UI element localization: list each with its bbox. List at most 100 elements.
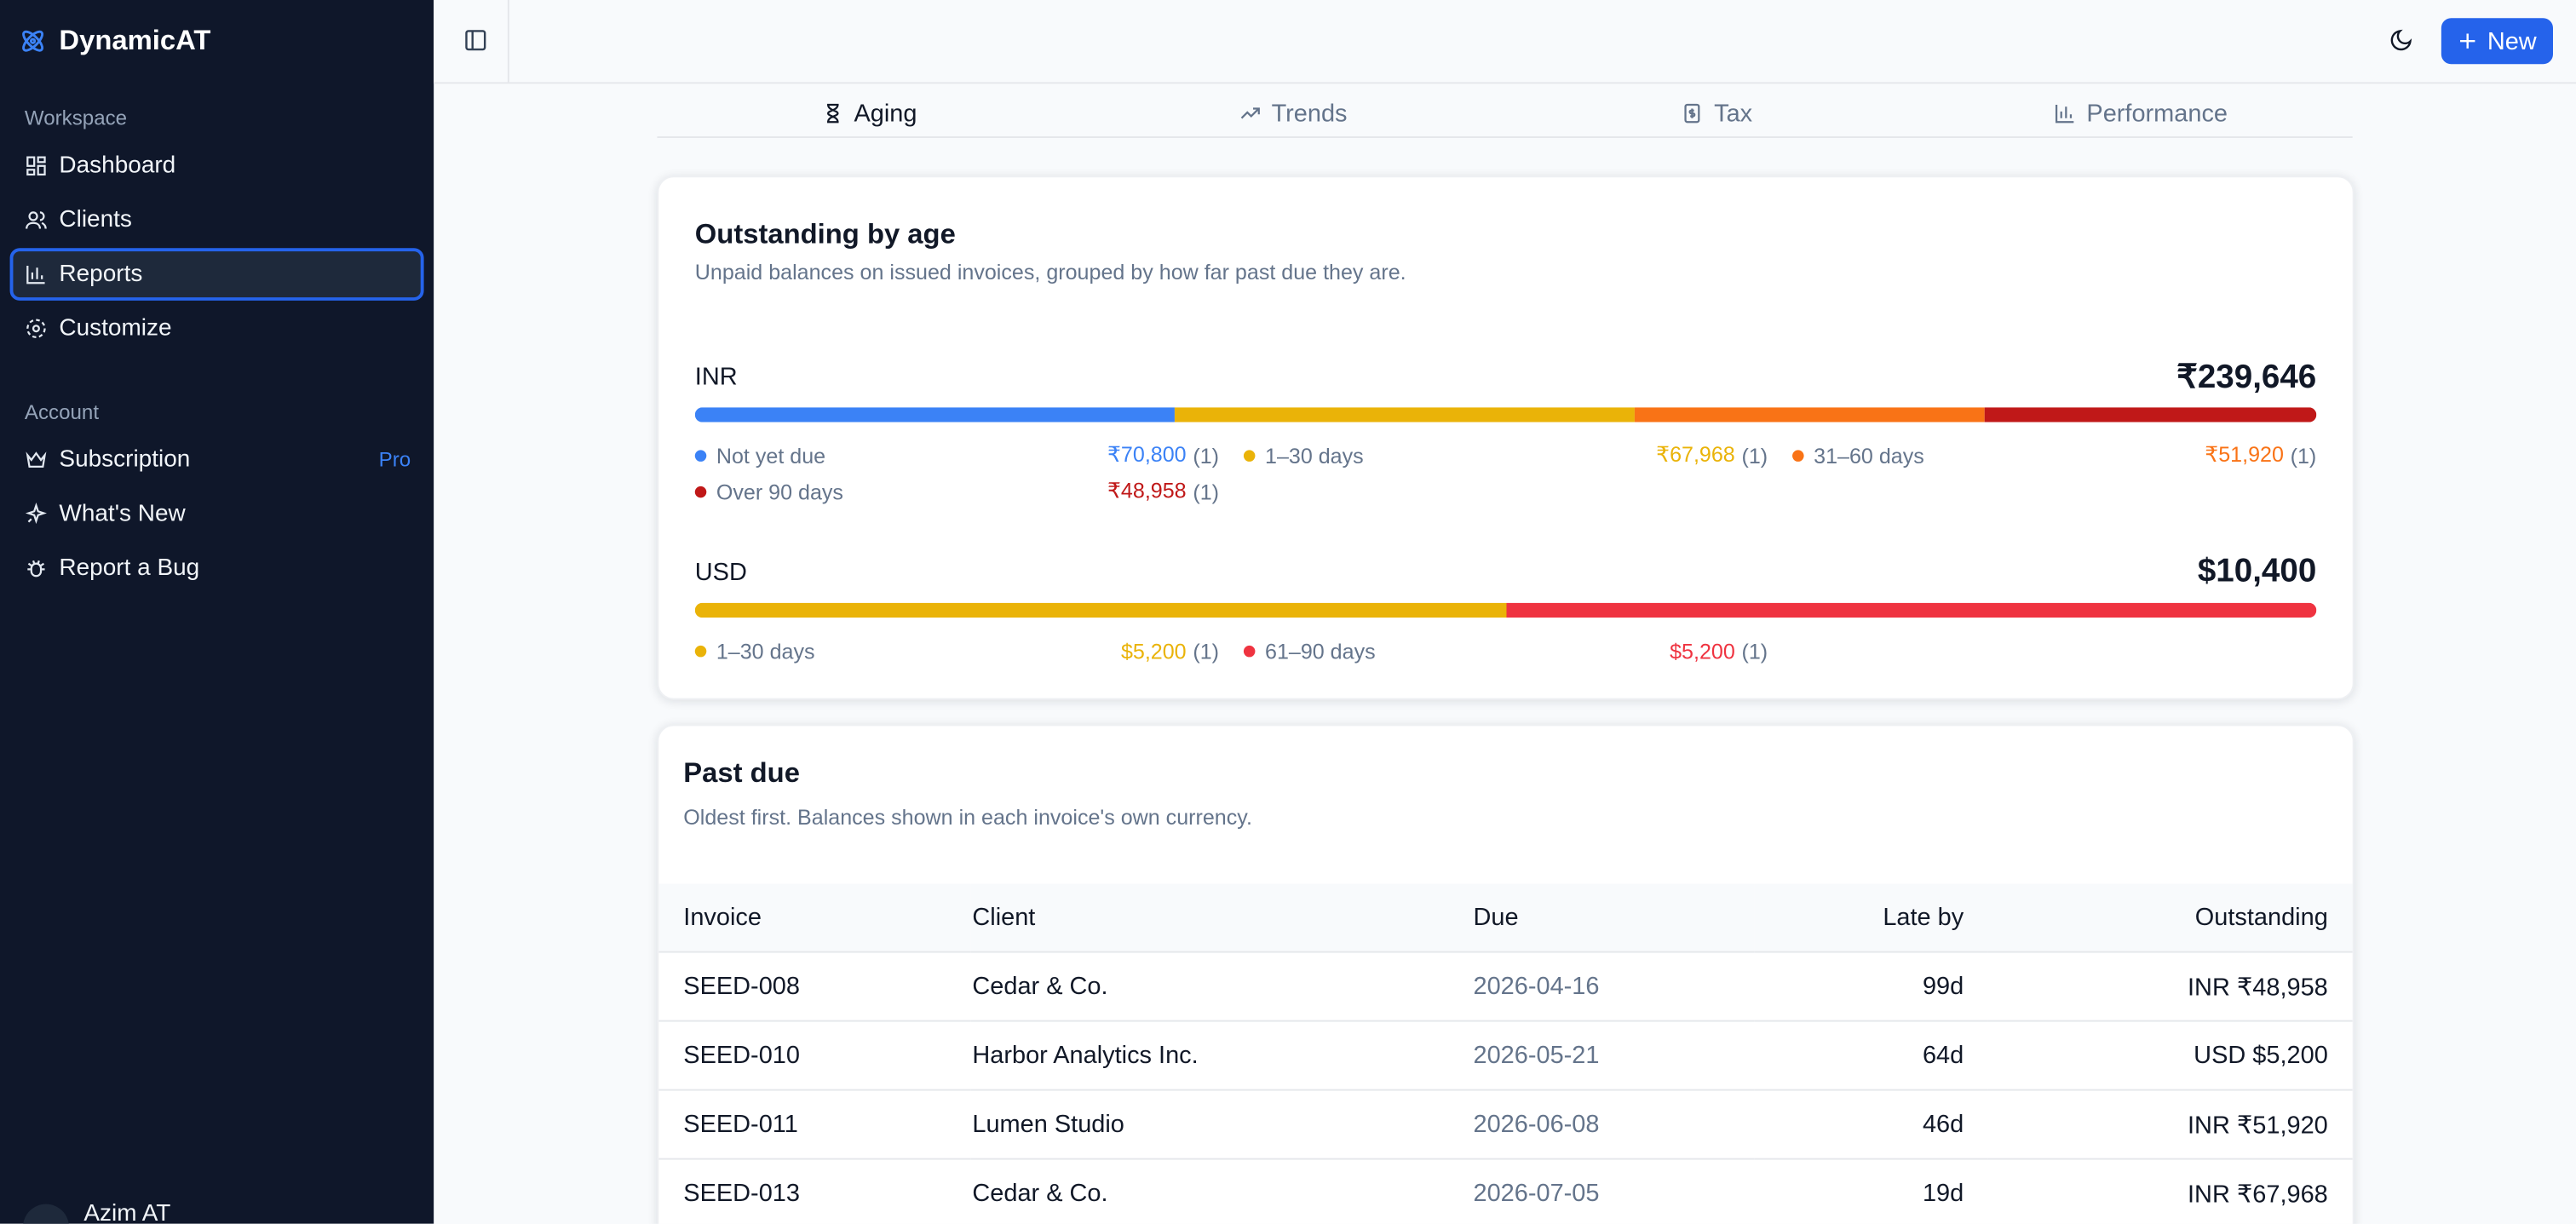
table-row[interactable]: SEED-011 Lumen Studio 2026-06-08 46d INR ₹51…	[658, 1089, 2353, 1160]
card-subtitle: Unpaid balances on issued invoices, grou…	[694, 259, 1406, 284]
tab[interactable]: Tax	[1505, 90, 1929, 136]
nav-text: Subscription	[59, 446, 191, 474]
table-cell: 99d	[1754, 951, 1989, 1022]
table-cell: 46d	[1754, 1089, 1989, 1160]
currency-list: INR ₹239,646 Not yet due ₹70,800 (1) 1–30 day…	[694, 355, 2317, 664]
legend-dot	[1792, 449, 1804, 461]
bucket-amount: ₹51,920	[2205, 441, 2284, 467]
legend-dot	[694, 449, 707, 461]
table-cell: INR ₹48,958	[1988, 951, 2353, 1022]
tab[interactable]: Aging	[657, 90, 1081, 136]
nav-item[interactable]: Dashboard	[10, 140, 424, 193]
nav-text: Clients	[59, 206, 132, 233]
past-due-table: Invoice Client Due Late by Outstanding SEED-0…	[658, 883, 2353, 1224]
bucket-count: (1)	[1193, 638, 1219, 664]
badge: Pro	[378, 448, 411, 472]
bucket-amount: $5,200	[1120, 638, 1187, 664]
currency-block: USD $10,400 1–30 days $5,200 (1) 61–90 days $5…	[694, 550, 2317, 664]
table-cell: 19d	[1754, 1158, 1989, 1224]
bucket-amount: ₹48,958	[1107, 478, 1187, 503]
new-button[interactable]: New	[2441, 18, 2553, 65]
stacked-bar	[694, 407, 2317, 422]
bar-segment	[1174, 407, 1634, 422]
legend: 1–30 days $5,200 (1) 61–90 days $5,200 (1)	[694, 637, 2316, 664]
currency-code: INR	[694, 362, 738, 391]
legend-item: Not yet due ₹70,800 (1)	[694, 441, 1219, 468]
bar-segment	[694, 407, 1175, 422]
table-cell: Cedar & Co.	[970, 951, 1472, 1022]
nav-item[interactable]: Subscription Pro	[10, 434, 424, 486]
table-cell: 2026-07-05	[1471, 1158, 1755, 1224]
bucket-name: 1–30 days	[1264, 442, 1364, 468]
table-cell: 2026-06-08	[1471, 1089, 1755, 1160]
nav-item[interactable]: Report a Bug	[10, 542, 424, 595]
column-header: Client	[970, 883, 1472, 953]
tabs: Aging Trends Tax Performance	[657, 90, 2353, 138]
table-cell: 2026-04-16	[1471, 951, 1755, 1022]
legend-item: 61–90 days $5,200 (1)	[1243, 637, 1768, 664]
bucket-count: (1)	[1741, 638, 1768, 664]
table-cell: SEED-010	[658, 1020, 971, 1091]
currency-total: ₹239,646	[2176, 359, 2317, 395]
table-cell: SEED-008	[658, 951, 971, 1022]
legend-item: 31–60 days ₹51,920 (1)	[1792, 442, 2316, 468]
bucket-name: Over 90 days	[716, 479, 843, 504]
bucket-amount: ₹70,800	[1107, 441, 1187, 467]
table-cell: INR ₹51,920	[1988, 1089, 2353, 1160]
bucket-amount: ₹67,968	[1656, 441, 1735, 467]
table-cell: Lumen Studio	[970, 1089, 1472, 1160]
bar-segment	[1505, 602, 2317, 618]
bucket-name: 1–30 days	[716, 638, 815, 664]
bar-segment	[1633, 407, 1986, 422]
tab-text: Performance	[2086, 99, 2228, 128]
bucket-amount: $5,200	[1670, 638, 1735, 664]
logo	[22, 30, 44, 52]
bucket-count: (1)	[1741, 442, 1768, 468]
nav-item[interactable]: Clients	[10, 194, 424, 247]
table-row[interactable]: SEED-013 Cedar & Co. 2026-07-05 19d INR ₹67,…	[658, 1158, 2353, 1224]
tab-text: Tax	[1714, 99, 1753, 128]
table-row[interactable]: SEED-008 Cedar & Co. 2026-04-16 99d INR ₹48,…	[658, 951, 2353, 1022]
nav-item[interactable]: Reports	[9, 248, 424, 301]
avatar	[22, 1204, 69, 1224]
tab[interactable]: Trends	[1081, 90, 1505, 136]
table-cell: SEED-013	[658, 1158, 971, 1224]
legend: Not yet due ₹70,800 (1) 1–30 days ₹67,968 (1)…	[694, 441, 2316, 504]
legend-item: 1–30 days $5,200 (1)	[694, 637, 1219, 664]
table-cell: Harbor Analytics Inc.	[970, 1020, 1472, 1091]
currency-code: USD	[694, 557, 747, 586]
nav-item[interactable]: What's New	[10, 488, 424, 541]
table-row[interactable]: SEED-010 Harbor Analytics Inc. 2026-05-21 6…	[658, 1020, 2353, 1091]
sidebar: DynamicAT Workspace Dashboard Clients Re…	[0, 0, 434, 1224]
sidebar-toggle[interactable]	[463, 28, 488, 53]
brand: DynamicAT	[59, 24, 211, 56]
table-cell: USD $5,200	[1988, 1020, 2353, 1091]
table-cell: SEED-011	[658, 1089, 971, 1160]
divider	[507, 0, 509, 83]
legend-dot	[694, 485, 707, 497]
nav-text: Dashboard	[59, 152, 176, 180]
column-header: Due	[1471, 883, 1755, 953]
column-header: Invoice	[658, 883, 971, 953]
legend-dot	[694, 644, 707, 657]
card-title: Past due	[683, 757, 800, 789]
column-header: Late by	[1754, 883, 1989, 953]
bucket-name: 61–90 days	[1264, 638, 1376, 664]
bucket-count: (1)	[1193, 442, 1219, 468]
topbar: New	[434, 0, 2576, 84]
aging-card: Outstanding by age Unpaid balances on is…	[657, 175, 2355, 700]
table-cell: 2026-05-21	[1471, 1020, 1755, 1091]
tab-text: Trends	[1271, 99, 1348, 128]
nav-item[interactable]: Customize	[10, 302, 424, 355]
currency-head: INR ₹239,646	[695, 355, 2316, 398]
nav-text: Reports	[59, 261, 143, 288]
theme-toggle[interactable]	[2389, 28, 2413, 53]
tab[interactable]: Performance	[1929, 90, 2353, 136]
table-cell: 64d	[1754, 1020, 1989, 1091]
legend-item: 1–30 days ₹67,968 (1)	[1243, 441, 1768, 468]
table-cell: Cedar & Co.	[970, 1158, 1472, 1224]
legend-dot	[1243, 449, 1256, 461]
stacked-bar	[694, 602, 2317, 618]
nav-text: What's New	[59, 501, 186, 528]
